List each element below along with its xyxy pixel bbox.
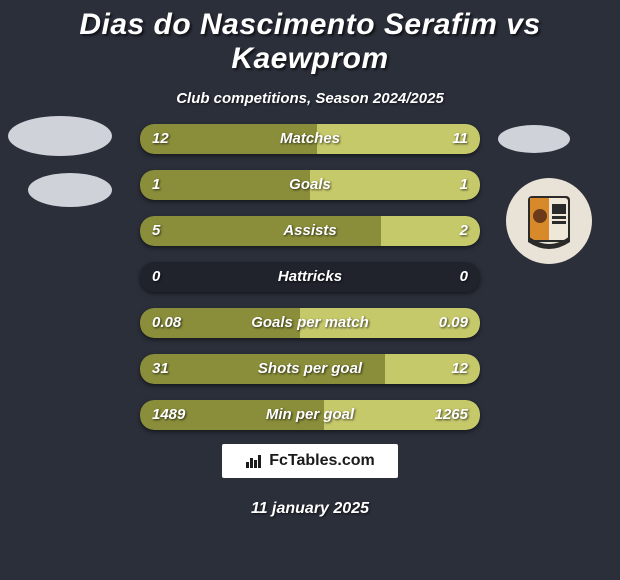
stat-row: 11Goals	[140, 170, 480, 200]
stats-container: 1211Matches 11Goals 52Assists 00Hattricks 0.…	[140, 124, 480, 446]
fctables-label: FcTables.com	[269, 452, 375, 470]
stat-label: Goals	[140, 170, 480, 200]
player-left-avatar-2	[28, 173, 112, 207]
stat-label: Goals per match	[140, 308, 480, 338]
stat-row: 1211Matches	[140, 124, 480, 154]
stat-label: Shots per goal	[140, 354, 480, 384]
shield-icon	[514, 186, 584, 256]
fctables-watermark: FcTables.com	[222, 444, 398, 478]
player-left-avatar-1	[8, 116, 112, 156]
club-badge-right	[506, 178, 592, 264]
bar-chart-icon	[245, 452, 263, 470]
player-right-avatar-ellipse	[498, 125, 570, 153]
stat-row: 14891265Min per goal	[140, 400, 480, 430]
page-title: Dias do Nascimento Serafim vs Kaewprom	[0, 0, 620, 76]
stat-row: 00Hattricks	[140, 262, 480, 292]
stat-row: 3112Shots per goal	[140, 354, 480, 384]
subtitle: Club competitions, Season 2024/2025	[0, 90, 620, 107]
stat-row: 52Assists	[140, 216, 480, 246]
date-text: 11 january 2025	[0, 500, 620, 518]
stat-label: Matches	[140, 124, 480, 154]
stat-label: Min per goal	[140, 400, 480, 430]
stat-label: Assists	[140, 216, 480, 246]
stat-row: 0.080.09Goals per match	[140, 308, 480, 338]
stat-label: Hattricks	[140, 262, 480, 292]
